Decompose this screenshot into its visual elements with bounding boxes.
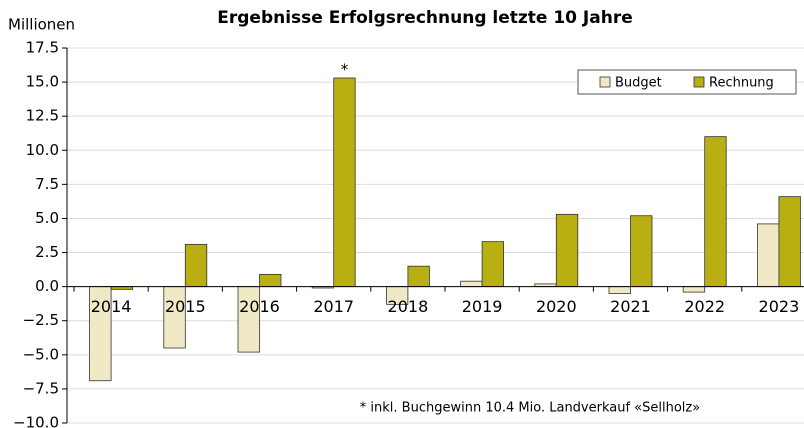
bar bbox=[630, 215, 653, 288]
legend-label: Rechnung bbox=[709, 76, 774, 91]
y-axis-title: Millionen bbox=[8, 16, 75, 34]
annotation: * bbox=[341, 61, 349, 79]
y-tick-label: 7.5 bbox=[35, 175, 59, 193]
legend: Budget Rechnung bbox=[577, 69, 797, 95]
x-tick-label: 2021 bbox=[610, 297, 651, 316]
bar bbox=[333, 77, 356, 288]
legend-swatch bbox=[693, 76, 705, 88]
x-tick-label: 2020 bbox=[536, 297, 577, 316]
legend-swatch bbox=[599, 76, 611, 88]
y-tick-label: −10.0 bbox=[13, 414, 59, 428]
bar bbox=[682, 286, 706, 293]
bar bbox=[608, 286, 631, 294]
y-tick-label: −7.5 bbox=[23, 379, 59, 397]
y-tick-label: −5.0 bbox=[23, 345, 59, 363]
y-tick-label: 10.0 bbox=[26, 141, 59, 159]
x-tick-label: 2015 bbox=[165, 297, 206, 316]
bar bbox=[460, 280, 483, 288]
bar bbox=[407, 265, 430, 288]
bar bbox=[778, 196, 801, 288]
y-tick-label: −2.5 bbox=[23, 311, 59, 329]
x-tick-label: 2018 bbox=[388, 297, 429, 316]
x-tick-label: 2017 bbox=[313, 297, 354, 316]
footnote: * inkl. Buchgewinn 10.4 Mio. Landverkauf… bbox=[360, 401, 700, 416]
bar bbox=[704, 136, 727, 288]
bar bbox=[259, 273, 282, 288]
bar bbox=[481, 241, 505, 288]
bar bbox=[163, 286, 186, 349]
bar bbox=[555, 213, 579, 288]
bar bbox=[757, 223, 780, 288]
y-tick-label: 12.5 bbox=[26, 107, 59, 125]
y-tick-label: 2.5 bbox=[35, 243, 59, 261]
x-tick-label: 2016 bbox=[239, 297, 280, 316]
x-tick-label: 2023 bbox=[759, 297, 800, 316]
x-tick-label: 2014 bbox=[91, 297, 132, 316]
chart-title: Ergebnisse Erfolgsrechnung letzte 10 Jah… bbox=[217, 8, 633, 28]
y-tick-label: 0.0 bbox=[35, 277, 59, 295]
x-tick-label: 2022 bbox=[684, 297, 725, 316]
legend-box bbox=[577, 69, 797, 95]
bars bbox=[89, 77, 801, 382]
y-tick-label: 15.0 bbox=[26, 73, 59, 91]
x-tick-label: 2019 bbox=[462, 297, 503, 316]
legend-label: Budget bbox=[615, 76, 662, 91]
y-tick-label: 17.5 bbox=[26, 39, 59, 57]
bar bbox=[184, 243, 208, 288]
y-tick-label: 5.0 bbox=[35, 209, 59, 227]
